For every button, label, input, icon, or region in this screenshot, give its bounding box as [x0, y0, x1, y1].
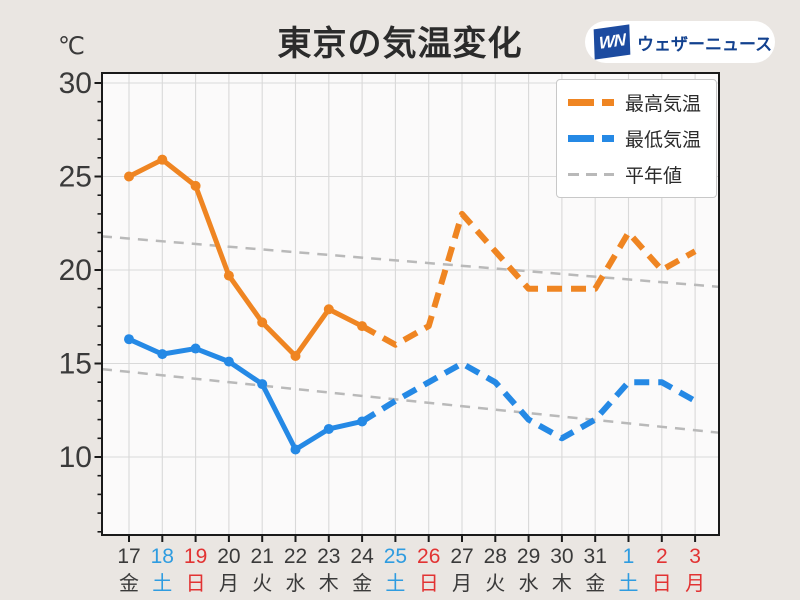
min-temp-marker — [257, 379, 268, 390]
max-temp-marker — [223, 270, 234, 281]
x-tick-label-weekday: 月 — [219, 573, 239, 595]
y-tick-label: 15 — [59, 348, 92, 381]
x-tick-label-weekday: 土 — [152, 572, 172, 595]
x-tick-label-date: 24 — [350, 545, 374, 568]
x-tick-label-weekday: 日 — [419, 573, 439, 595]
x-tick-label-weekday: 月 — [685, 573, 705, 595]
y-tick-label: 30 — [59, 67, 92, 100]
max-temp-marker — [323, 304, 334, 315]
page-title: 東京の気温変化 — [277, 25, 523, 63]
weathernews-logo: WN ウェザーニュース — [585, 21, 775, 63]
min-temp-line-solid — [126, 336, 365, 453]
max-temp-marker — [157, 154, 168, 165]
min-temp-marker — [124, 334, 134, 345]
legend-item-min-temp: 最低気温 — [568, 125, 705, 152]
x-tick-label-date: 17 — [117, 545, 140, 568]
y-tick-label: 20 — [59, 254, 92, 287]
min-temp-marker — [190, 343, 201, 354]
x-tick-label-weekday: 水 — [519, 572, 539, 595]
y-axis-unit-label: ℃ — [58, 33, 85, 60]
y-tick-label: 25 — [59, 161, 92, 194]
x-tick-label-date: 26 — [417, 545, 440, 568]
x-tick-label-date: 19 — [184, 545, 207, 568]
y-tick-label: 10 — [59, 441, 92, 474]
max-temp-marker — [124, 171, 134, 182]
x-tick-label-date: 21 — [251, 545, 274, 568]
x-tick-label-date: 1 — [623, 545, 635, 568]
x-tick-label-date: 28 — [484, 545, 507, 568]
legend-item-max-temp: 最高気温 — [568, 89, 705, 116]
weathernews-logo-text: ウェザーニュース — [637, 34, 773, 54]
min-temp-marker — [290, 444, 301, 455]
min-temp-legend-label: 最低気温 — [625, 130, 702, 151]
x-tick-label-weekday: 土 — [385, 572, 405, 595]
x-tick-label-date: 20 — [217, 545, 240, 568]
x-tick-label-weekday: 日 — [186, 573, 206, 595]
x-tick-label-weekday: 金 — [119, 572, 139, 595]
legend-item-normal: 平年値 — [568, 161, 705, 188]
x-tick-label-date: 30 — [550, 545, 573, 568]
max-temp-marker — [190, 180, 201, 191]
x-tick-label-date: 27 — [450, 545, 473, 568]
x-tick-label-weekday: 月 — [452, 573, 472, 595]
x-tick-label-weekday: 金 — [585, 572, 605, 595]
x-tick-label-date: 23 — [317, 545, 340, 568]
x-tick-label-weekday: 金 — [352, 572, 372, 595]
min-temp-legend-swatch — [568, 135, 614, 142]
max-temp-legend-swatch — [568, 99, 614, 106]
x-tick-label-date: 22 — [284, 545, 307, 568]
x-tick-label-date: 25 — [384, 545, 407, 568]
max-temp-legend-label: 最高気温 — [625, 94, 702, 115]
x-tick-label-date: 3 — [689, 545, 701, 568]
normal-value-legend-label: 平年値 — [625, 166, 683, 187]
x-tick-label-date: 29 — [517, 545, 540, 568]
x-tick-label-weekday: 土 — [619, 572, 639, 595]
x-tick-label-weekday: 木 — [319, 572, 339, 595]
x-tick-label-date: 2 — [656, 545, 668, 568]
min-temp-marker — [323, 423, 334, 434]
x-tick-label-weekday: 火 — [485, 573, 505, 595]
max-temp-marker — [290, 351, 301, 362]
normal-min-line — [101, 367, 720, 434]
min-temp-marker — [357, 416, 368, 427]
chart-legend: 最高気温 最低気温 平年値 — [556, 79, 717, 198]
x-tick-label-date: 18 — [151, 545, 174, 568]
x-tick-label-date: 31 — [584, 545, 607, 568]
plot-frame — [101, 72, 720, 536]
normal-max-line — [101, 235, 720, 289]
min-temp-marker — [157, 349, 168, 360]
max-temp-marker — [357, 321, 368, 332]
x-tick-label-weekday: 木 — [552, 572, 572, 595]
max-temp-line-solid — [126, 157, 365, 359]
x-tick-label-weekday: 水 — [286, 572, 306, 595]
normal-value-legend-swatch — [568, 172, 614, 177]
max-temp-line-forecast — [360, 210, 697, 348]
min-temp-marker — [223, 356, 234, 367]
max-temp-marker — [257, 317, 268, 328]
x-tick-label-weekday: 火 — [252, 573, 272, 595]
x-tick-label-weekday: 日 — [652, 573, 672, 595]
min-temp-line-forecast — [360, 360, 697, 442]
